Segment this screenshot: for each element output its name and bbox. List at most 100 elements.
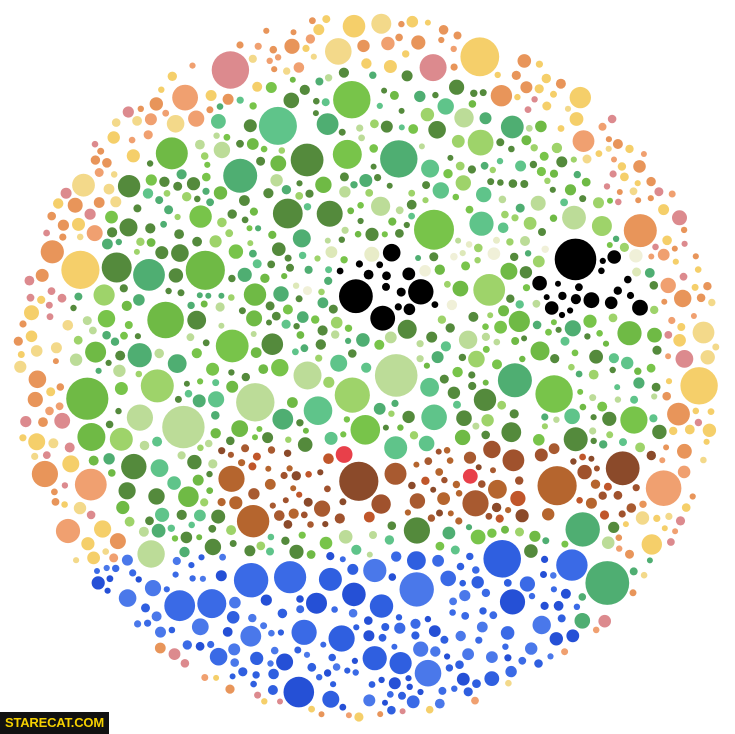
dot <box>200 152 209 160</box>
dot <box>324 485 331 493</box>
dot <box>489 166 496 174</box>
dot <box>324 431 338 445</box>
dot <box>357 217 364 225</box>
dot <box>197 589 227 619</box>
dot <box>323 453 334 465</box>
dot <box>659 457 666 464</box>
dot <box>384 462 407 485</box>
dot <box>332 663 341 671</box>
dot <box>135 576 142 583</box>
dot <box>85 341 107 363</box>
dot <box>524 250 532 257</box>
dot <box>46 387 56 397</box>
dot <box>19 434 27 442</box>
dot <box>620 172 629 182</box>
dot <box>368 681 376 688</box>
dot <box>635 442 645 453</box>
dot <box>246 138 259 150</box>
dot <box>386 182 393 189</box>
dot <box>167 71 177 82</box>
dot <box>147 301 184 339</box>
dot <box>334 513 345 524</box>
dot <box>315 339 326 350</box>
dot <box>223 133 231 141</box>
dot <box>570 294 582 305</box>
dot <box>585 497 597 509</box>
dot <box>151 523 166 538</box>
dot <box>633 160 646 173</box>
dot <box>501 422 522 443</box>
dot <box>363 694 376 707</box>
dot <box>263 27 270 34</box>
dot <box>626 503 637 513</box>
dot <box>258 364 269 374</box>
dot <box>226 611 240 624</box>
dot <box>621 356 634 370</box>
dot <box>213 186 228 200</box>
dot <box>365 227 379 241</box>
dot <box>445 323 455 333</box>
dot <box>549 632 563 646</box>
dot <box>452 480 461 489</box>
dot <box>573 170 581 179</box>
dot <box>590 437 597 445</box>
dot <box>316 113 339 135</box>
dot <box>290 29 297 36</box>
dot <box>211 411 220 420</box>
dot <box>540 601 549 611</box>
dot <box>703 282 712 291</box>
dot <box>487 178 495 186</box>
dot <box>119 218 138 237</box>
dot <box>438 36 445 44</box>
dot <box>121 453 147 480</box>
dot <box>239 195 250 206</box>
dot <box>313 24 325 36</box>
dot <box>268 629 275 637</box>
dot <box>115 407 122 415</box>
dot <box>590 479 601 489</box>
dot <box>66 377 109 420</box>
dot <box>297 437 313 452</box>
dot <box>606 242 613 248</box>
dot <box>377 711 384 718</box>
dot <box>227 451 234 458</box>
dot <box>144 113 157 126</box>
dot <box>475 464 482 471</box>
dot <box>262 432 274 444</box>
dot <box>280 471 288 480</box>
dot <box>680 226 688 234</box>
dot <box>298 251 307 260</box>
dot <box>455 517 463 525</box>
dot <box>406 695 420 709</box>
dot <box>411 35 426 50</box>
dot <box>602 411 617 426</box>
dot <box>475 636 483 644</box>
dot <box>405 675 412 682</box>
dot <box>496 138 505 147</box>
dot <box>481 588 491 598</box>
dot <box>126 149 140 163</box>
dot <box>369 531 377 539</box>
dot <box>55 402 64 411</box>
dot <box>319 536 333 550</box>
dot <box>276 653 294 671</box>
dot <box>226 525 237 536</box>
dot <box>665 378 673 385</box>
dot <box>160 220 168 228</box>
dot <box>446 299 458 311</box>
dot <box>522 284 531 292</box>
dot <box>179 546 190 558</box>
dot <box>105 359 112 366</box>
dot <box>436 509 443 517</box>
dot <box>366 551 373 558</box>
dot <box>558 291 567 301</box>
dot <box>343 416 351 423</box>
dot <box>482 379 489 386</box>
dot <box>283 520 293 529</box>
dot <box>502 449 525 472</box>
dot <box>651 382 661 392</box>
dot <box>380 120 393 133</box>
dot <box>342 582 366 607</box>
dot <box>428 121 446 139</box>
